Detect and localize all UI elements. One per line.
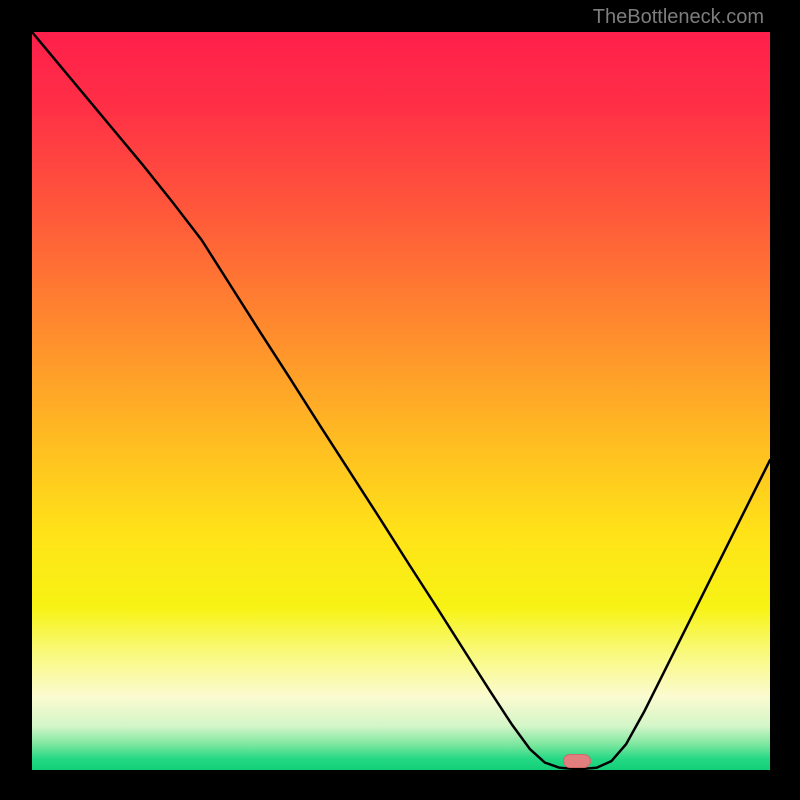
bottleneck-curve-svg [32,32,770,770]
plot-area [32,32,770,770]
chart-container: TheBottleneck.com [0,0,800,800]
optimal-point-marker [563,754,591,768]
bottleneck-curve [32,32,770,769]
watermark-text: TheBottleneck.com [593,6,764,29]
